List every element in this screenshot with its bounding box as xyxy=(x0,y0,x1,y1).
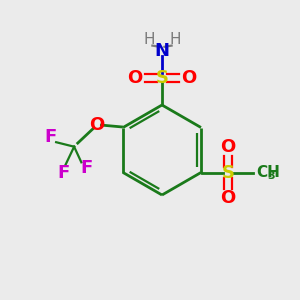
Text: F: F xyxy=(45,128,57,146)
Text: H: H xyxy=(143,32,155,46)
Text: N: N xyxy=(154,42,169,60)
Text: O: O xyxy=(128,69,142,87)
Text: O: O xyxy=(182,69,196,87)
Text: S: S xyxy=(155,69,169,87)
Text: O: O xyxy=(220,138,236,156)
Text: O: O xyxy=(220,189,236,207)
Text: H: H xyxy=(169,32,181,46)
Text: CH: CH xyxy=(256,165,280,180)
Text: F: F xyxy=(58,164,70,182)
Text: S: S xyxy=(221,164,235,181)
Text: 3: 3 xyxy=(268,171,275,181)
Text: O: O xyxy=(89,116,104,134)
Text: F: F xyxy=(80,159,92,177)
